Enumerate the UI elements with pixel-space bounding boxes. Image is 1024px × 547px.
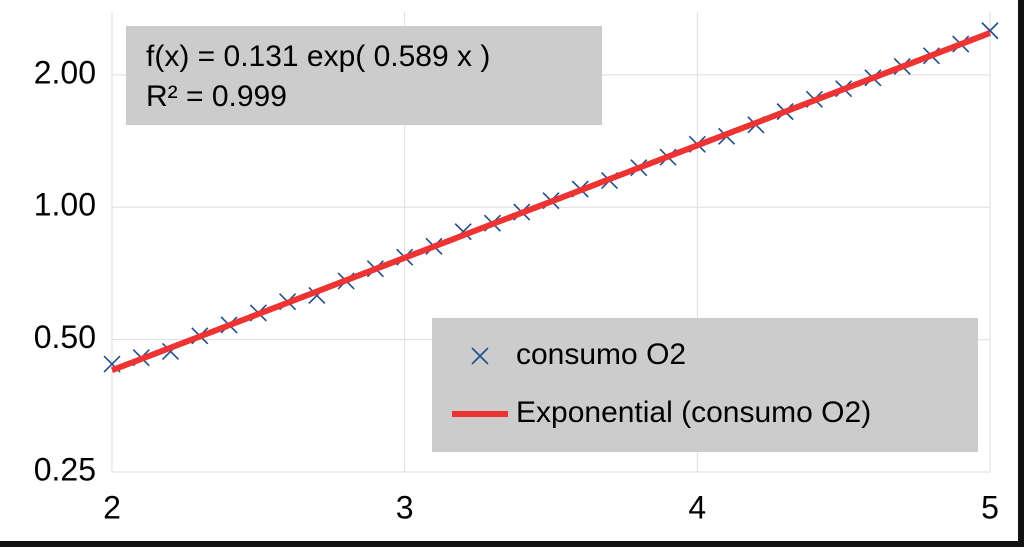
frame-edge xyxy=(1018,0,1024,547)
legend-label: Exponential (consumo O2) xyxy=(516,396,871,429)
legend-box xyxy=(432,318,978,452)
legend: consumo O2 Exponential (consumo O2) xyxy=(432,318,978,452)
y-tick-label: 0.50 xyxy=(34,319,96,355)
x-tick-label: 2 xyxy=(103,489,121,525)
legend-swatch xyxy=(471,347,489,365)
x-tick-label: 5 xyxy=(981,489,999,525)
y-tick-label: 2.00 xyxy=(34,54,96,90)
x-tick-label: 3 xyxy=(396,489,414,525)
marker-stroke xyxy=(471,347,489,365)
r-squared: R² = 0.999 xyxy=(146,80,287,113)
plot-marks xyxy=(103,22,999,374)
y-tick-label: 1.00 xyxy=(34,187,96,223)
y-tick-label: 0.25 xyxy=(34,451,96,487)
legend-label: consumo O2 xyxy=(516,338,686,371)
equation: f(x) = 0.131 exp( 0.589 x ) xyxy=(146,40,490,73)
trendline xyxy=(110,30,992,374)
marker-stroke xyxy=(103,355,121,373)
grid: 0.25 0.50 1.00 2.00 2 3 4 5 xyxy=(34,12,999,525)
frame-edge xyxy=(0,541,1024,547)
x-tick-label: 4 xyxy=(688,489,706,525)
equation-box xyxy=(126,26,602,125)
